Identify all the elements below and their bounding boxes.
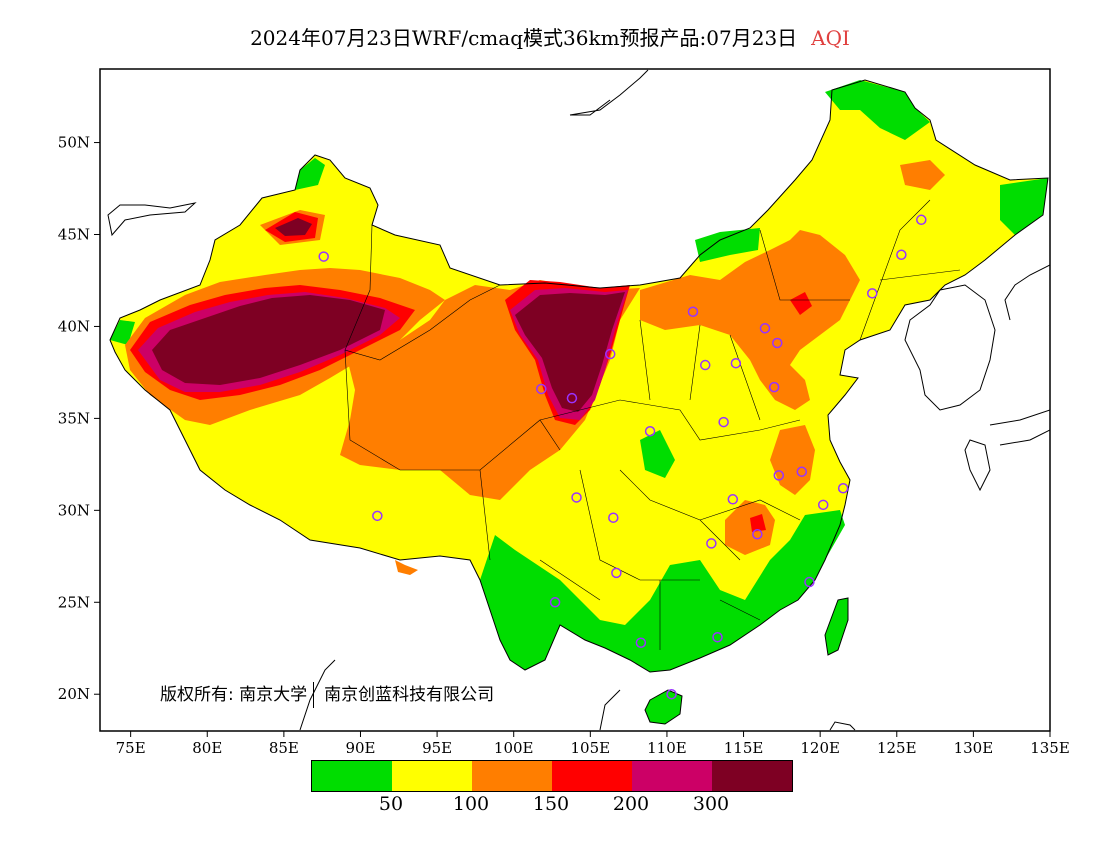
station-marker <box>730 357 742 369</box>
zone-unhealthy-central <box>750 514 766 532</box>
zone-usg-northeast <box>900 160 945 190</box>
station-marker <box>759 323 771 334</box>
zone-unhealthy-beijing <box>790 292 812 315</box>
axis-ticks: 50N 45N 40N 35N 30N 25N 20N 75E 80E 85E 90E 95E 100E… <box>58 134 1070 757</box>
legend-swatch <box>392 761 472 791</box>
china-border <box>109 79 1049 673</box>
zone-usg-north-china <box>640 230 860 410</box>
lon-tick-label: 135E <box>1030 739 1070 757</box>
map-title: 2024年07月23日WRF/cmaq模式36km预报产品:07月23日 AQI <box>0 22 1100 51</box>
lon-tick-label: 100E <box>494 739 534 757</box>
zone-hazardous-loess <box>515 292 625 412</box>
station-marker <box>837 483 849 494</box>
station-marker <box>608 512 619 523</box>
legend-threshold-label: 100 <box>452 793 490 815</box>
station-marker <box>566 392 578 404</box>
lat-tick-label: 35N <box>58 409 90 427</box>
station-marker <box>644 426 656 437</box>
legend-threshold-label: 50 <box>378 793 404 815</box>
station-marker <box>687 306 699 317</box>
station-marker <box>867 288 878 299</box>
station-marker <box>536 383 547 395</box>
japan-outline <box>964 264 1050 492</box>
zone-good-nw <box>295 158 325 190</box>
legend-swatch <box>552 761 632 791</box>
station-marker <box>804 576 815 588</box>
title-text: 2024年07月23日WRF/cmaq模式36km预报产品:07月23日 <box>250 26 798 50</box>
legend-threshold-label: 150 <box>532 793 570 815</box>
legend-swatch <box>312 761 392 791</box>
lon-tick-label: 110E <box>647 739 687 757</box>
lon-tick-label: 120E <box>800 739 840 757</box>
lat-tick-label: 30N <box>58 501 90 519</box>
station-marker <box>611 567 622 579</box>
station-marker <box>896 249 907 260</box>
station-marker <box>666 688 677 700</box>
island-taiwan <box>824 597 849 656</box>
zone-usg-central-east <box>770 425 815 495</box>
station-marker <box>752 528 763 540</box>
lat-tick-label: 40N <box>58 317 90 335</box>
variable-label: AQI <box>811 26 850 50</box>
lat-tick-label: 50N <box>58 134 90 152</box>
zone-usg-yangtze <box>725 500 775 555</box>
station-marker <box>768 381 780 393</box>
zone-good-north <box>695 228 760 262</box>
station-markers <box>318 214 927 700</box>
lon-tick-label: 115E <box>724 739 764 757</box>
station-marker <box>712 631 723 643</box>
station-marker <box>817 499 829 511</box>
station-marker <box>318 251 329 262</box>
zone-usg-south-tibet <box>395 560 418 575</box>
sakhalin-outline <box>569 69 649 116</box>
station-marker <box>549 597 561 608</box>
station-marker <box>727 494 739 505</box>
legend-swatch <box>632 761 712 791</box>
lon-tick-label: 90E <box>345 739 375 757</box>
station-marker <box>372 510 383 522</box>
southeast-asia-outline <box>299 659 856 731</box>
copyright-separator <box>313 682 315 708</box>
station-marker <box>706 538 717 549</box>
legend-threshold-label: 300 <box>692 793 730 815</box>
station-marker <box>773 470 785 481</box>
station-marker <box>796 466 808 477</box>
map-frame <box>99 68 1051 732</box>
zone-hazardous-nw <box>275 218 312 236</box>
lon-tick-label: 85E <box>269 739 299 757</box>
lon-tick-label: 130E <box>954 739 994 757</box>
lat-tick-label: 45N <box>58 226 90 244</box>
copyright-holder-label: 版权所有: <box>160 685 234 705</box>
legend-swatch <box>712 761 792 791</box>
lat-tick-label: 25N <box>58 593 90 611</box>
lake-outline <box>107 202 197 237</box>
zone-good-east <box>1000 178 1048 235</box>
korea-outline <box>904 284 996 411</box>
zone-good-northeast <box>825 80 930 140</box>
station-marker <box>699 359 711 371</box>
copyright-org-nju: 南京大学 <box>239 685 308 705</box>
lon-tick-label: 95E <box>422 739 452 757</box>
lon-tick-label: 75E <box>116 739 146 757</box>
aqi-legend <box>311 760 793 792</box>
copyright-org-company: 南京创蓝科技有限公司 <box>324 685 495 705</box>
station-marker <box>772 337 783 349</box>
station-marker <box>571 492 582 503</box>
lon-tick-label: 80E <box>192 739 222 757</box>
legend-threshold-label: 200 <box>612 793 650 815</box>
lon-tick-label: 105E <box>571 739 611 757</box>
station-marker <box>718 416 729 428</box>
lon-tick-label: 125E <box>877 739 917 757</box>
lat-tick-label: 20N <box>58 685 90 703</box>
legend-swatch <box>472 761 552 791</box>
station-marker <box>604 348 616 360</box>
copyright-notice: 版权所有: 南京大学 南京创蓝科技有限公司 <box>160 680 494 708</box>
zone-good-west-edge <box>110 320 135 345</box>
station-marker <box>635 637 647 648</box>
zone-hazardous-taklimakan <box>152 295 385 385</box>
station-marker <box>916 214 927 226</box>
zone-good-central <box>640 430 675 478</box>
